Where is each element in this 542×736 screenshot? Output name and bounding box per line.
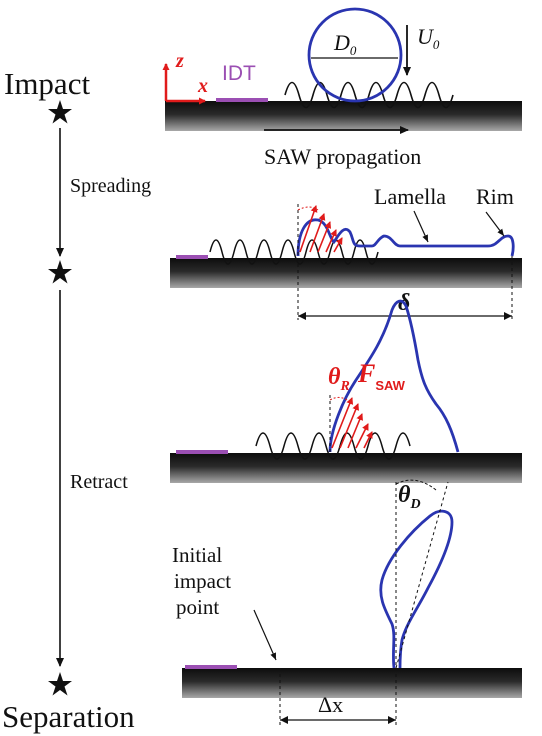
separating-droplet xyxy=(379,509,454,669)
panel-separation: θD Initial impact point Δx xyxy=(172,479,522,726)
lamella-label: Lamella xyxy=(374,184,446,209)
displacement-label: Δx xyxy=(318,692,343,717)
saw-force-arrows-3 xyxy=(331,397,373,449)
phase-retract-label: Retract xyxy=(70,471,128,493)
initial-impact-label: Initial impact point xyxy=(172,543,236,619)
receding-angle-label: θR xyxy=(328,364,350,394)
saw-force-label: FSAW xyxy=(357,359,406,393)
diameter-label: D0 xyxy=(333,30,357,58)
saw-propagation-label: SAW propagation xyxy=(264,144,421,169)
retracting-droplet xyxy=(328,299,460,453)
phase-spreading-label: Spreading xyxy=(70,175,151,197)
idt-electrode-2 xyxy=(176,255,208,259)
saw-wave-1 xyxy=(284,81,454,109)
detach-angle-arc xyxy=(395,479,437,491)
substrate-4 xyxy=(182,668,522,698)
axis-z-label: z xyxy=(175,50,184,72)
substrate-3 xyxy=(170,453,522,483)
tilted-axis-dash xyxy=(395,481,449,669)
angle-arc-3 xyxy=(329,396,351,403)
saw-force-arrows-2 xyxy=(299,205,343,253)
star-separation-icon xyxy=(48,672,72,696)
star-impact-icon xyxy=(48,100,72,124)
lamella-pointer xyxy=(413,210,429,243)
idt-label: IDT xyxy=(222,62,256,85)
stage-separation-label: Separation xyxy=(2,699,135,734)
star-spreading-icon xyxy=(48,260,72,284)
panel-spreading: δ Lamella Rim xyxy=(170,184,522,320)
droplet-sphere xyxy=(307,7,403,103)
panel-impact: z x IDT D0 U0 SAW propagation xyxy=(162,7,522,169)
rim-label: Rim xyxy=(476,184,514,209)
velocity-label: U0 xyxy=(417,24,440,52)
panel-retract: θR FSAW xyxy=(170,299,522,483)
axis-x-label: x xyxy=(197,75,208,97)
timeline: Impact Spreading Retract Separation xyxy=(2,66,151,734)
initial-impact-pointer xyxy=(253,609,277,661)
substrate-1 xyxy=(165,101,522,131)
saw-wave-3 xyxy=(255,432,411,460)
idt-electrode-1 xyxy=(216,98,268,102)
rim-pointer xyxy=(485,211,505,237)
idt-electrode-3 xyxy=(176,450,228,454)
saw-wave-2 xyxy=(209,239,379,265)
stage-impact-label: Impact xyxy=(4,66,90,101)
idt-electrode-4 xyxy=(185,665,237,669)
detach-angle-label: θD xyxy=(398,482,421,512)
